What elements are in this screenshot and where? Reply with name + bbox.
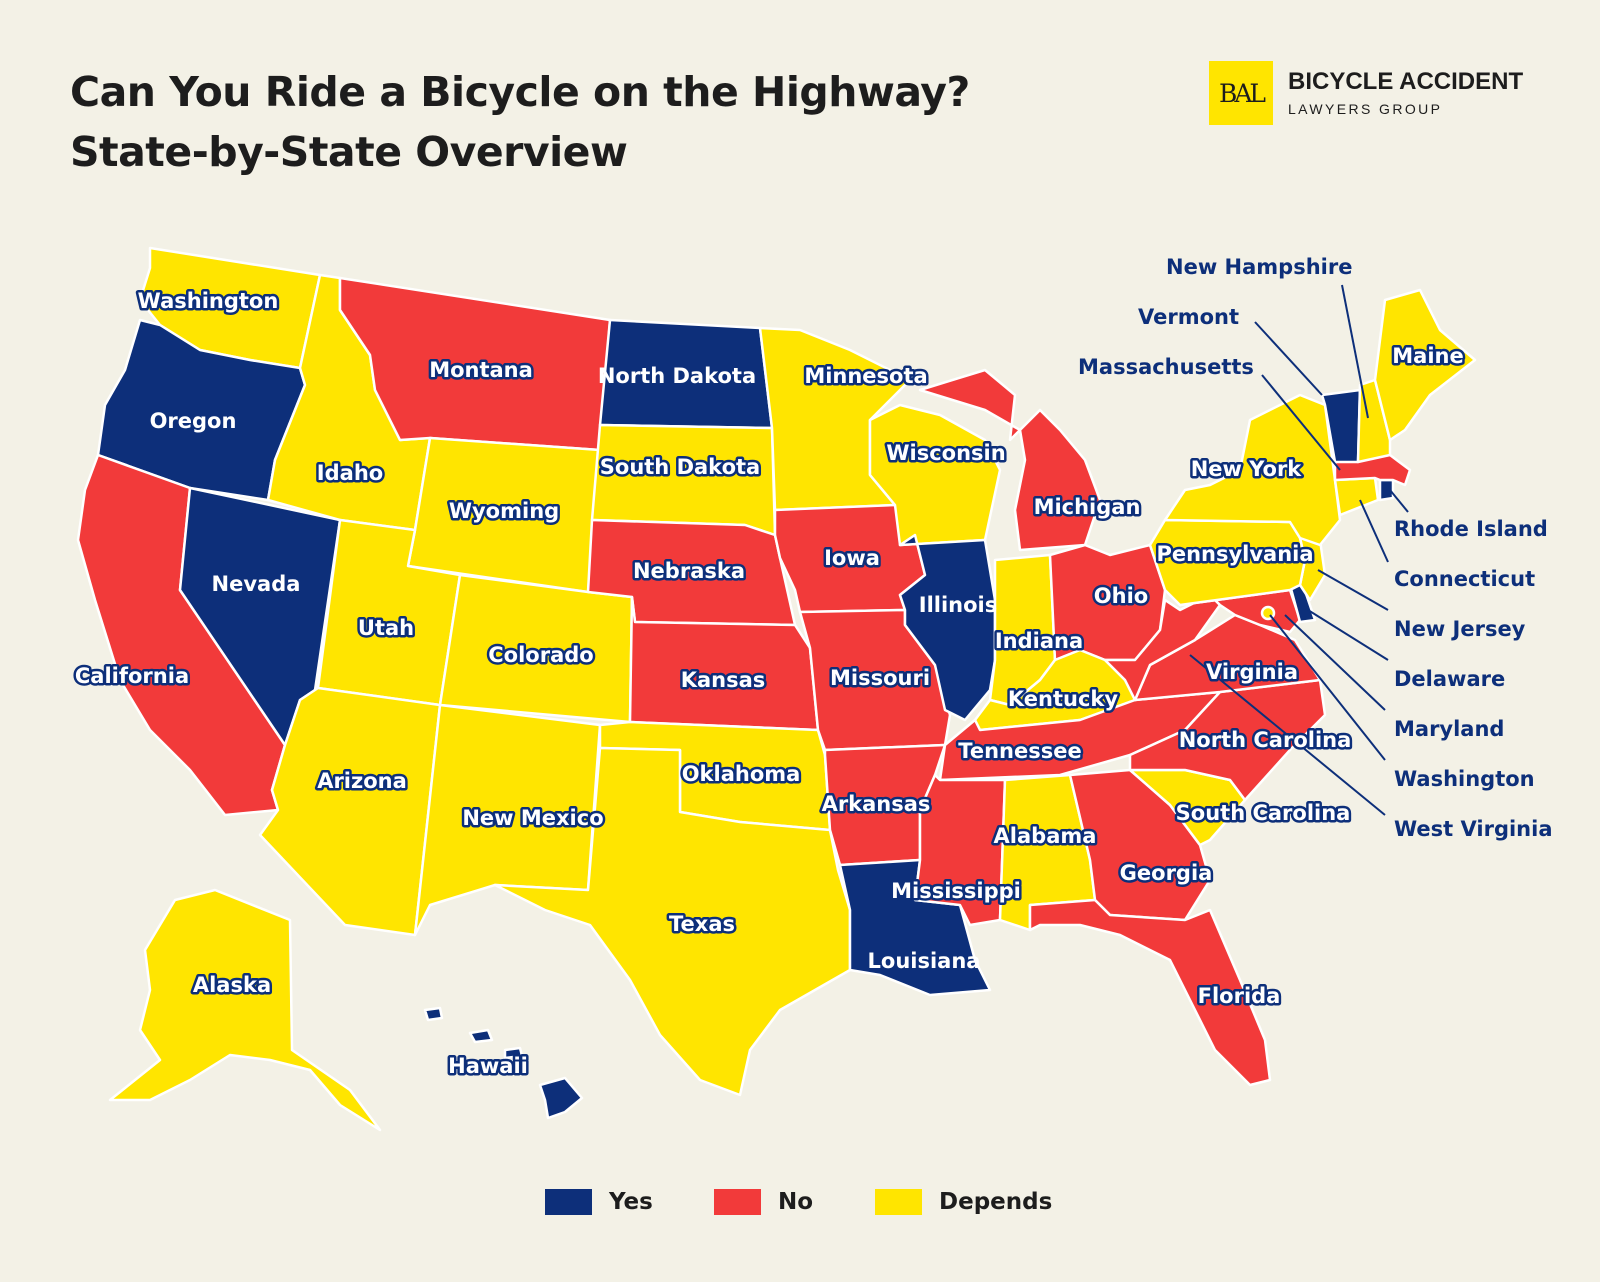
legend-no: No (714, 1187, 813, 1217)
label-colorado: Colorado (488, 643, 593, 667)
label-pennsylvania: Pennsylvania (1156, 542, 1313, 566)
label-north-carolina: North Carolina (1179, 728, 1352, 752)
logo-subtitle: LAWYERS GROUP (1288, 101, 1443, 117)
legend-label-depends: Depends (939, 1189, 1053, 1215)
label-south-carolina: South Carolina (1176, 801, 1351, 825)
label-south-dakota: South Dakota (600, 455, 760, 479)
title-line-2: State-by-State Overview (70, 128, 628, 176)
label-oregon: Oregon (150, 409, 237, 433)
label-new-mexico: New Mexico (462, 806, 603, 830)
state-michigan[interactable] (918, 368, 1102, 552)
label-mississippi: Mississippi (891, 879, 1021, 903)
label-new-jersey: New Jersey (1394, 617, 1526, 641)
state-maine[interactable] (1373, 288, 1477, 442)
label-arizona: Arizona (317, 769, 407, 793)
legend-label-yes: Yes (609, 1189, 653, 1215)
label-nevada: Nevada (212, 572, 301, 596)
label-new-hampshire: New Hampshire (1166, 255, 1352, 279)
map-title: Can You Ride a Bicycle on the Highway? S… (70, 62, 970, 182)
label-west-virginia: West Virginia (1394, 817, 1553, 841)
legend-swatch-depends (875, 1189, 922, 1215)
label-massachusetts: Massachusetts (1078, 355, 1254, 379)
label-connecticut: Connecticut (1394, 567, 1535, 591)
label-maryland: Maryland (1394, 717, 1504, 741)
label-oklahoma: Oklahoma (682, 762, 801, 786)
state-south-dakota[interactable] (590, 423, 777, 537)
label-indiana: Indiana (995, 629, 1083, 653)
label-illinois: Illinois (919, 593, 997, 617)
label-hawaii: Hawaii (448, 1054, 528, 1078)
label-vermont: Vermont (1138, 305, 1239, 329)
label-new-york: New York (1191, 457, 1303, 481)
label-idaho: Idaho (317, 461, 383, 485)
label-kentucky: Kentucky (1008, 687, 1118, 711)
label-missouri: Missouri (830, 666, 930, 690)
label-georgia: Georgia (1120, 861, 1213, 885)
label-louisiana: Louisiana (868, 949, 981, 973)
legend-label-no: No (778, 1189, 814, 1215)
label-nebraska: Nebraska (633, 559, 745, 583)
label-north-dakota: North Dakota (598, 364, 756, 388)
state-wisconsin[interactable] (868, 403, 1002, 547)
label-minnesota: Minnesota (804, 364, 927, 388)
label-alabama: Alabama (994, 824, 1097, 848)
legend-swatch-yes (545, 1189, 592, 1215)
state-labels: Washington Oregon California Nevada Idah… (72, 255, 1553, 1081)
label-alaska: Alaska (193, 973, 271, 997)
legend-swatch-no (714, 1189, 761, 1215)
state-north-carolina[interactable] (1128, 678, 1327, 802)
logo-mark-icon: BAL (1209, 61, 1273, 125)
label-montana: Montana (429, 358, 533, 382)
label-texas: Texas (669, 912, 735, 936)
label-wisconsin: Wisconsin (886, 441, 1005, 465)
label-rhode-island: Rhode Island (1394, 517, 1548, 541)
state-florida[interactable] (1028, 898, 1272, 1087)
title-line-1: Can You Ride a Bicycle on the Highway? (70, 68, 970, 116)
label-maine: Maine (1392, 344, 1463, 368)
label-michigan: Michigan (1034, 495, 1141, 519)
label-washington: Washington (138, 289, 279, 313)
state-new-hampshire[interactable] (1356, 378, 1392, 464)
label-wyoming: Wyoming (449, 499, 559, 523)
label-arkansas: Arkansas (822, 792, 931, 816)
label-ohio: Ohio (1094, 584, 1148, 608)
legend-yes: Yes (545, 1187, 653, 1217)
label-california: California (75, 664, 189, 688)
label-kansas: Kansas (681, 668, 766, 692)
label-iowa: Iowa (824, 546, 880, 570)
state-hawaii[interactable] (423, 1006, 584, 1120)
leader-lines (1189, 284, 1409, 816)
state-alaska[interactable] (108, 888, 382, 1132)
label-florida: Florida (1198, 984, 1281, 1008)
label-washington-dc: Washington (1394, 767, 1535, 791)
label-virginia: Virginia (1206, 660, 1298, 684)
state-connecticut[interactable] (1333, 476, 1380, 517)
state-texas[interactable] (493, 746, 852, 1097)
logo-name: BICYCLE ACCIDENT (1288, 68, 1524, 95)
legend-depends: Depends (875, 1187, 1052, 1217)
label-delaware: Delaware (1394, 667, 1505, 691)
label-tennessee: Tennessee (958, 739, 1081, 763)
state-vermont[interactable] (1320, 388, 1362, 464)
label-utah: Utah (358, 616, 414, 640)
